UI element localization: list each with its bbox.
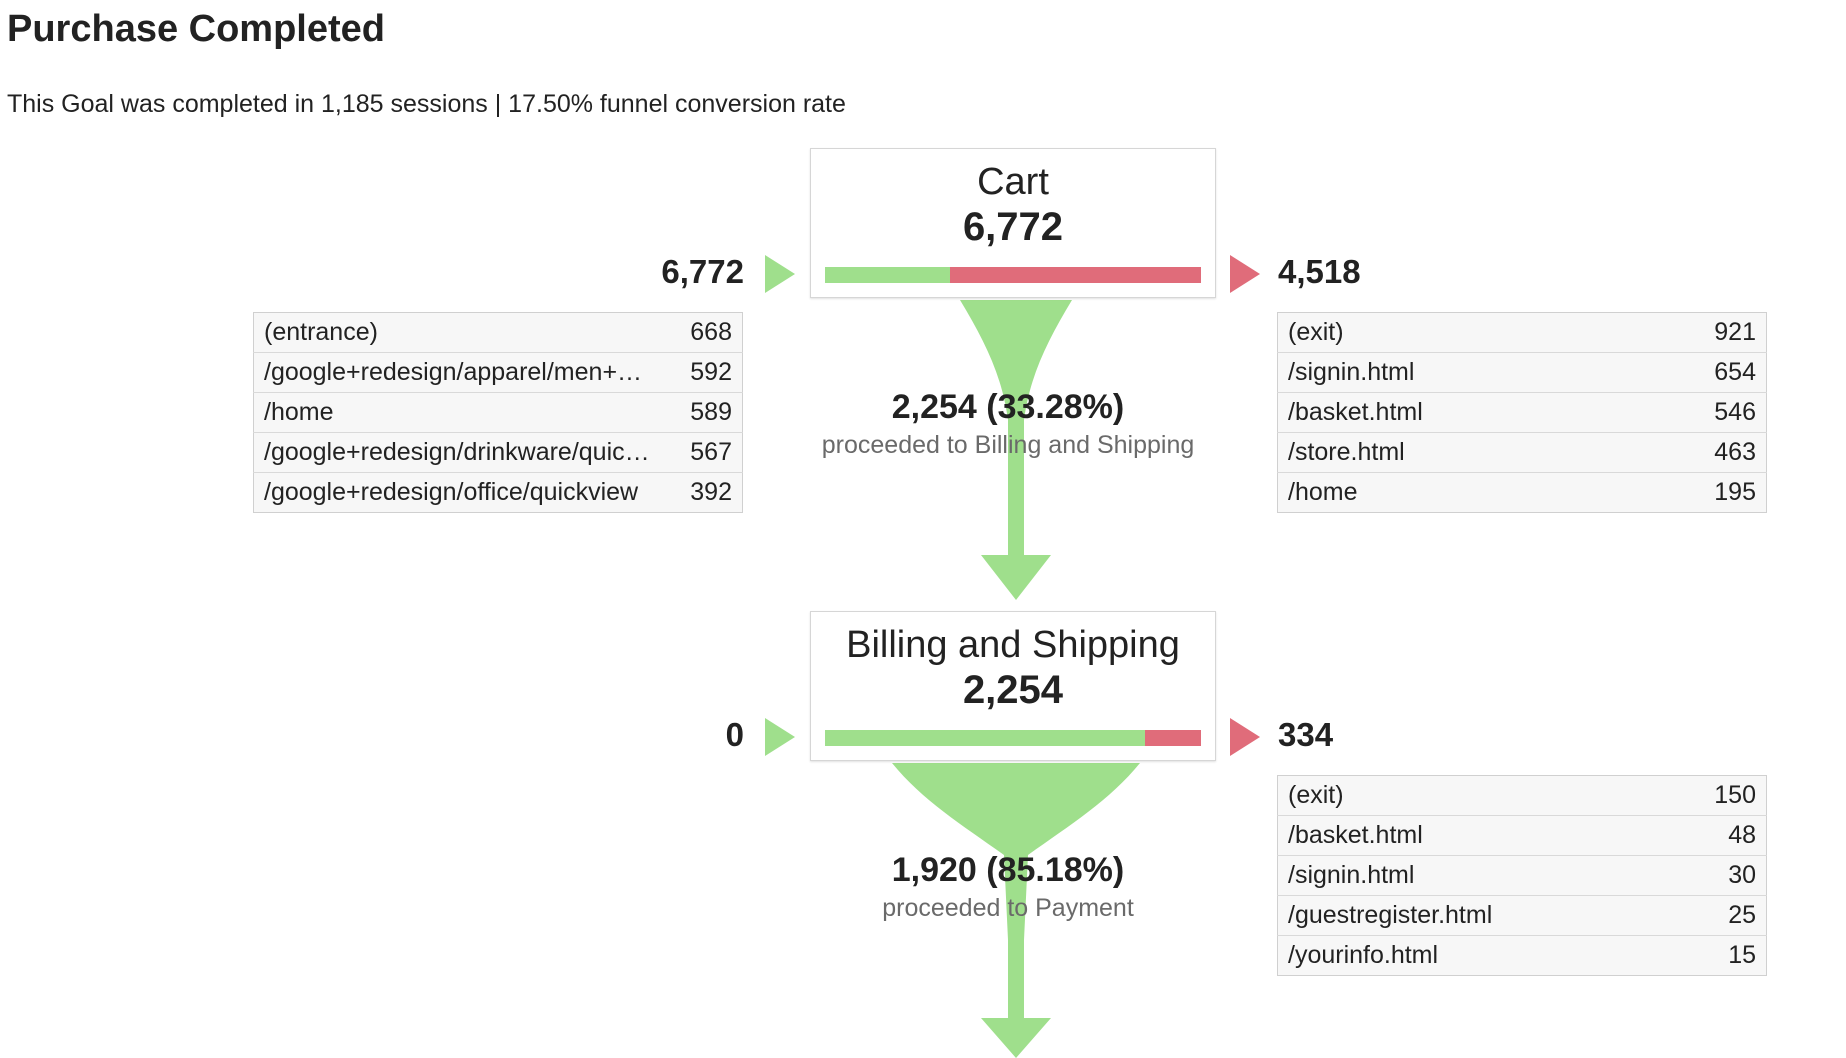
step-entered-count: 6,772: [661, 253, 744, 290]
table-row[interactable]: /guestregister.html 25: [1277, 895, 1767, 936]
continued-bar-segment: [825, 267, 951, 283]
exited-bar-segment: [1145, 730, 1201, 746]
step-name: Cart: [977, 161, 1049, 203]
step-conversion: 1,920 (85.18%) proceeded to Payment: [798, 851, 1218, 923]
exited-bar-segment: [950, 267, 1201, 283]
page-path: (entrance): [253, 312, 662, 353]
table-row[interactable]: /google+redesign/drinkware/quick... 567: [253, 432, 743, 473]
page-count: 30: [1686, 855, 1767, 896]
page-path: /home: [253, 392, 662, 433]
page-count: 48: [1686, 815, 1767, 856]
page-count: 25: [1686, 895, 1767, 936]
page-count: 463: [1686, 432, 1767, 473]
table-row[interactable]: (exit) 150: [1277, 775, 1767, 816]
table-row[interactable]: (entrance) 668: [253, 312, 743, 353]
page-count: 668: [662, 312, 743, 353]
page-path: /home: [1277, 472, 1686, 513]
page-title: Purchase Completed: [7, 8, 385, 50]
table-row[interactable]: /home 589: [253, 392, 743, 433]
entrance-pages-table: (entrance) 668 /google+redesign/apparel/m…: [253, 312, 743, 513]
table-row[interactable]: /google+redesign/apparel/men++s... 592: [253, 352, 743, 393]
goal-summary: This Goal was completed in 1,185 session…: [7, 90, 846, 118]
step-progress-bar: [825, 267, 1201, 283]
table-row[interactable]: /signin.html 654: [1277, 352, 1767, 393]
page-path: /google+redesign/drinkware/quick...: [253, 432, 662, 473]
exit-arrow-icon: [1230, 255, 1260, 293]
page-path: /basket.html: [1277, 815, 1686, 856]
page-path: /google+redesign/apparel/men++s...: [253, 352, 662, 393]
funnel-step-billing-and-shipping[interactable]: Billing and Shipping 2,254: [810, 611, 1216, 761]
page-path: /guestregister.html: [1277, 895, 1686, 936]
table-row[interactable]: /basket.html 48: [1277, 815, 1767, 856]
step-count: 6,772: [962, 205, 1064, 249]
page-count: 15: [1686, 935, 1767, 976]
step-exited-count: 334: [1278, 716, 1334, 753]
page-count: 592: [662, 352, 743, 393]
step-count: 2,254: [962, 668, 1064, 712]
step-name: Billing and Shipping: [846, 624, 1180, 666]
entrance-arrow-icon: [765, 718, 795, 756]
page-count: 546: [1686, 392, 1767, 433]
step-progress-bar: [825, 730, 1201, 746]
continued-bar-segment: [825, 730, 1146, 746]
conversion-label: proceeded to Payment: [882, 894, 1134, 922]
funnel-flow-cart-to-billing: [960, 300, 1072, 600]
table-row[interactable]: /home 195: [1277, 472, 1767, 513]
table-row[interactable]: /basket.html 546: [1277, 392, 1767, 433]
exit-pages-table: (exit) 921 /signin.html 654 /basket.html 54…: [1277, 312, 1767, 513]
step-exited-count: 4,518: [1278, 253, 1361, 290]
page-path: /store.html: [1277, 432, 1686, 473]
conversion-value: 2,254 (33.28%): [891, 388, 1125, 426]
table-row[interactable]: (exit) 921: [1277, 312, 1767, 353]
entrance-arrow-icon: [765, 255, 795, 293]
funnel-step-cart[interactable]: Cart 6,772: [810, 148, 1216, 298]
page-path: (exit): [1277, 312, 1686, 353]
step-conversion: 2,254 (33.28%) proceeded to Billing and …: [798, 388, 1218, 460]
table-row[interactable]: /store.html 463: [1277, 432, 1767, 473]
exit-pages-table: (exit) 150 /basket.html 48 /signin.html 30 …: [1277, 775, 1767, 976]
page-path: /yourinfo.html: [1277, 935, 1686, 976]
table-row[interactable]: /yourinfo.html 15: [1277, 935, 1767, 976]
page-count: 921: [1686, 312, 1767, 353]
conversion-value: 1,920 (85.18%): [891, 851, 1125, 889]
exit-arrow-icon: [1230, 718, 1260, 756]
step-entered-count: 0: [725, 716, 744, 753]
page-path: (exit): [1277, 775, 1686, 816]
page-count: 195: [1686, 472, 1767, 513]
page-count: 589: [662, 392, 743, 433]
page-path: /signin.html: [1277, 855, 1686, 896]
page-count: 150: [1686, 775, 1767, 816]
page-count: 392: [662, 472, 743, 513]
table-row[interactable]: /signin.html 30: [1277, 855, 1767, 896]
page-count: 654: [1686, 352, 1767, 393]
page-count: 567: [662, 432, 743, 473]
page-path: /signin.html: [1277, 352, 1686, 393]
table-row[interactable]: /google+redesign/office/quickview 392: [253, 472, 743, 513]
page-path: /google+redesign/office/quickview: [253, 472, 662, 513]
funnel-flow-billing-to-payment: [892, 763, 1140, 1058]
page-path: /basket.html: [1277, 392, 1686, 433]
conversion-label: proceeded to Billing and Shipping: [821, 431, 1195, 459]
